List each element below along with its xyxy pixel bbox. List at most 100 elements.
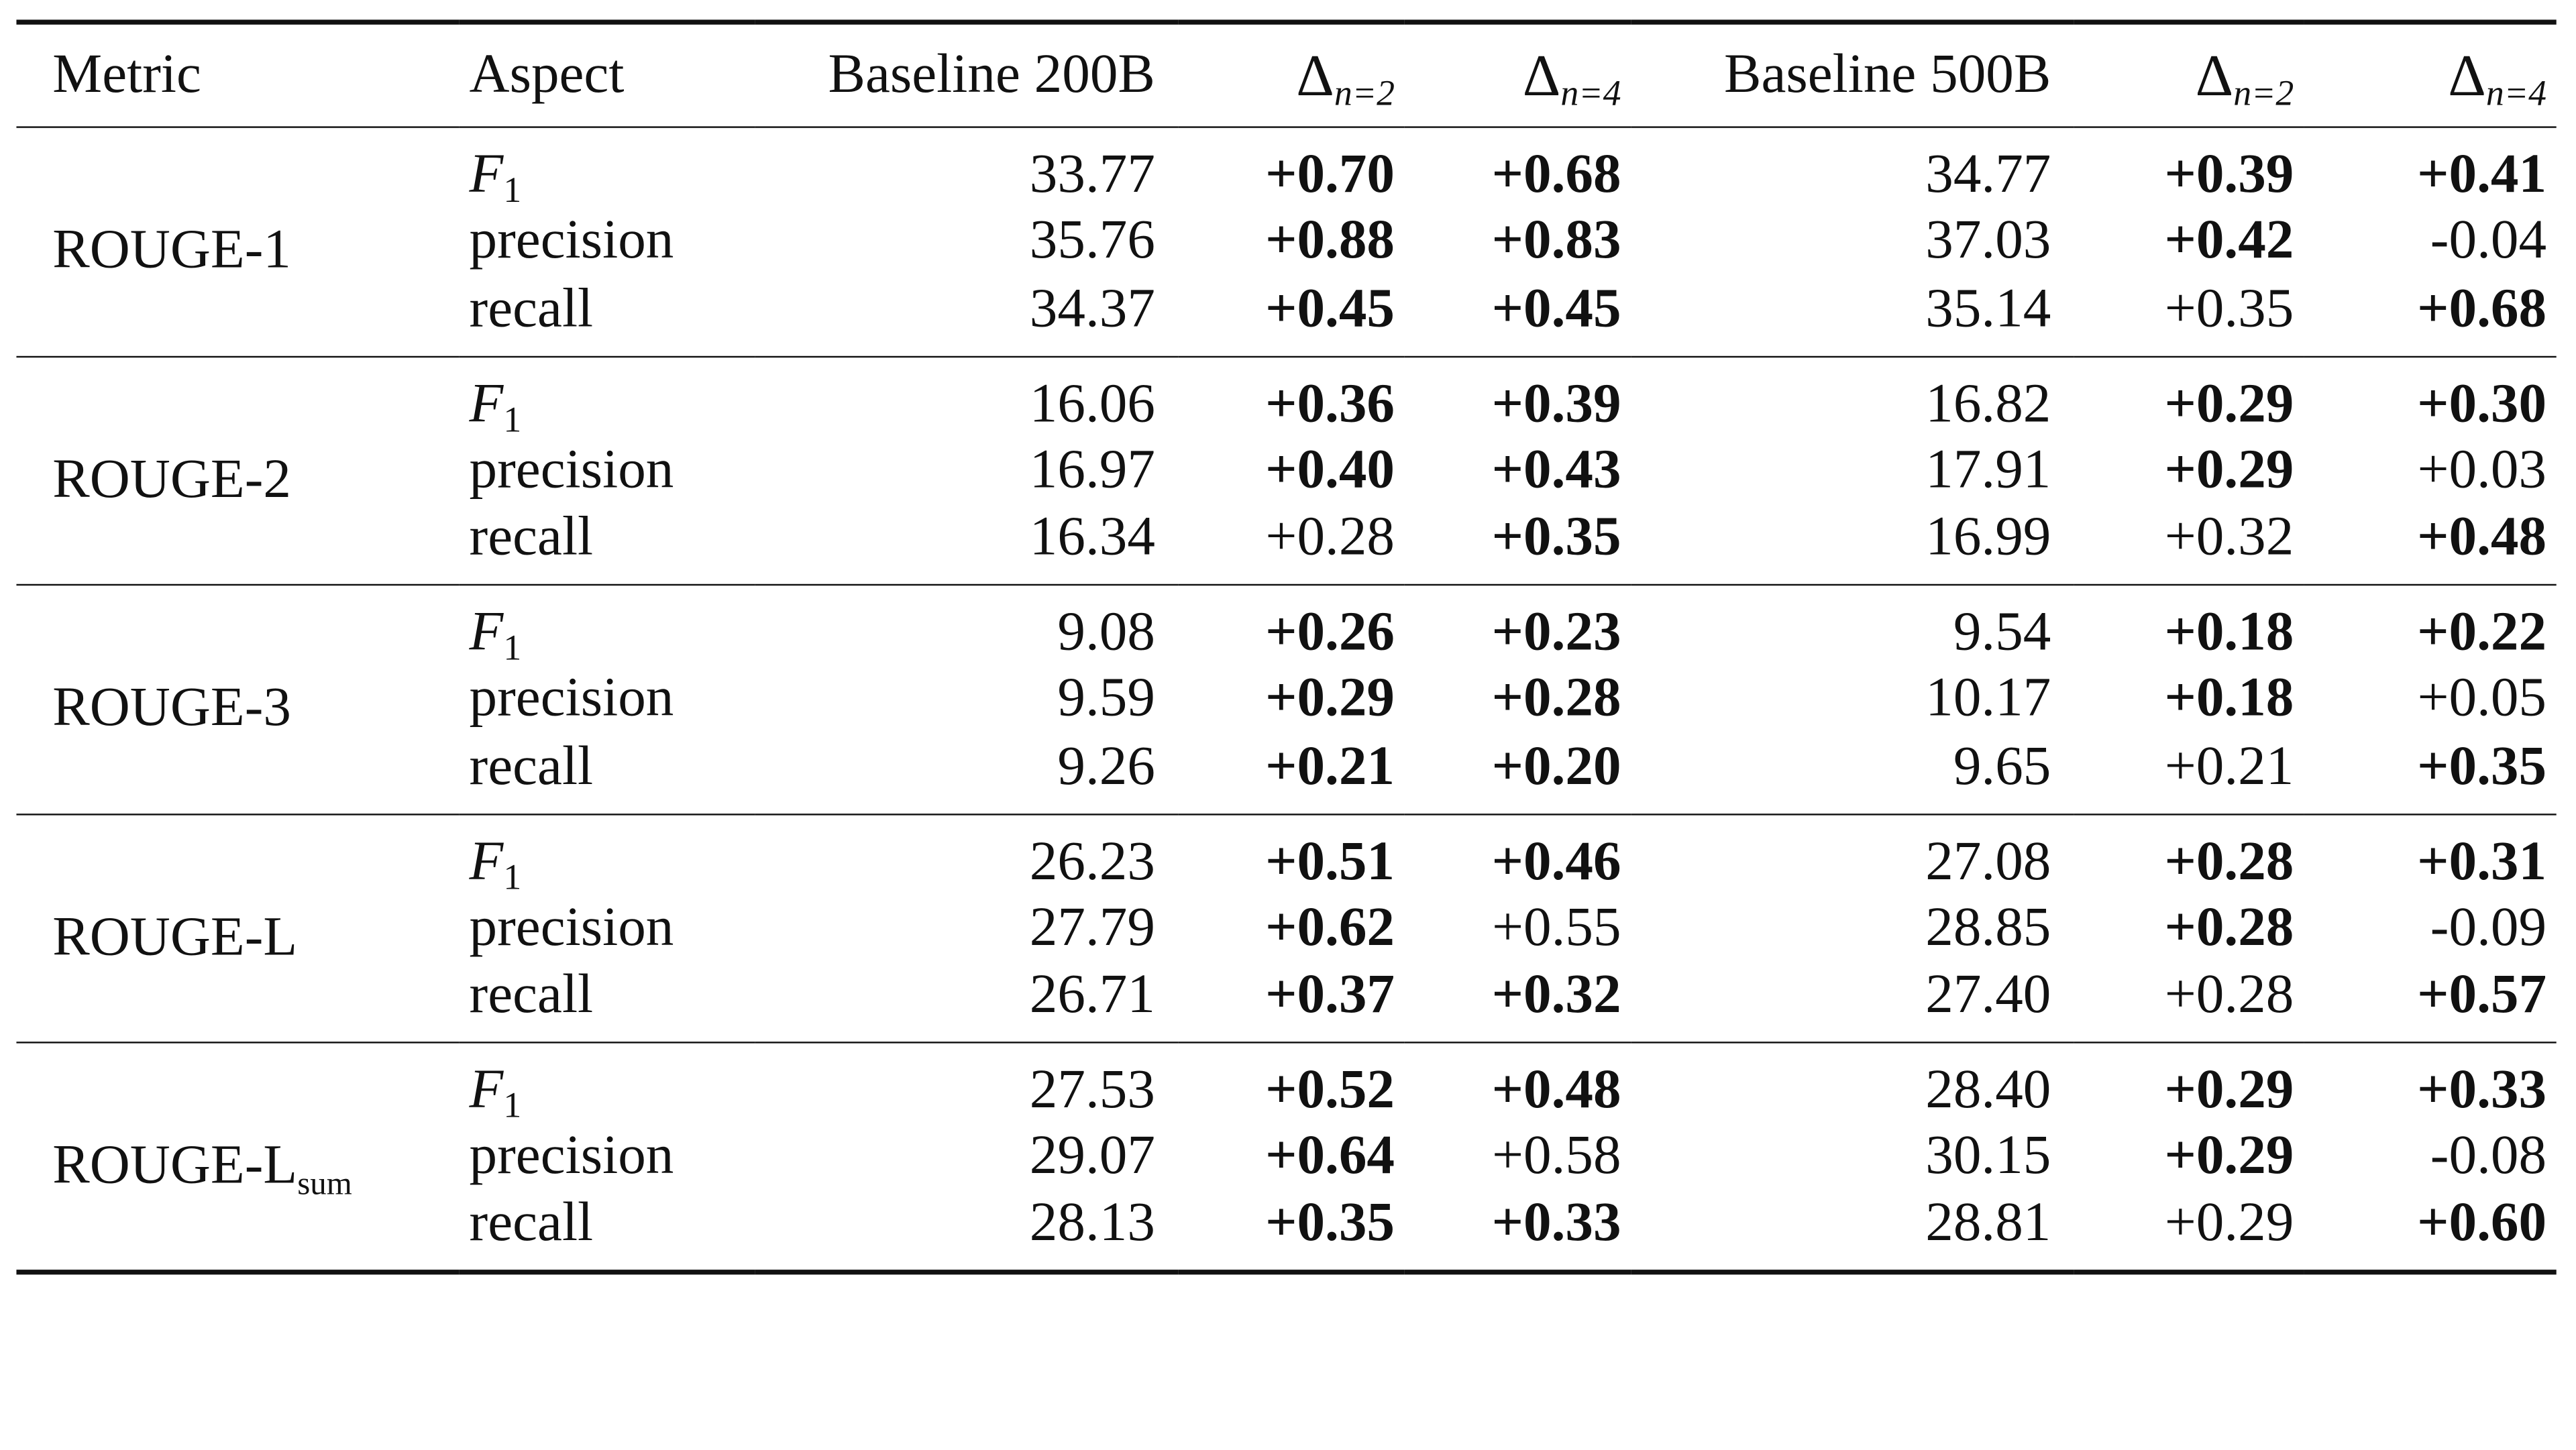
delta-500b-n4-cell: +0.03 — [2417, 439, 2547, 500]
metric-cell: ROUGE-2 — [16, 356, 459, 585]
metric-name: ROUGE-L — [52, 1134, 298, 1196]
table-row: ROUGE-3 F1 9.08 +0.26 +0.23 9.54 +0.18 +0.22 — [16, 585, 2556, 736]
delta-symbol: Δ — [1296, 42, 1334, 108]
baseline-200b-cell: 16.34 — [1029, 506, 1155, 568]
table-row: precision 27.79 +0.62 +0.55 28.85 +0.28 -0.09 — [16, 890, 2556, 966]
delta-500b-n2-cell: +0.32 — [2164, 506, 2294, 568]
delta-200b-n2-cell: +0.37 — [1265, 964, 1395, 1025]
header-delta-200b-n4: Δn=4 — [1405, 22, 1631, 127]
delta-200b-n4-cell: +0.43 — [1491, 439, 1621, 500]
aspect-cell: recall — [460, 966, 755, 1043]
aspect-name: recall — [469, 1192, 594, 1253]
header-row: Metric Aspect Baseline 200B Δn=2 Δn=4 Ba… — [16, 22, 2556, 127]
delta-500b-n4-cell: +0.68 — [2417, 278, 2547, 339]
baseline-500b-cell: 28.40 — [1925, 1060, 2051, 1121]
delta-200b-n4-cell: +0.33 — [1491, 1192, 1621, 1253]
delta-500b-n4-cell: +0.35 — [2417, 735, 2547, 797]
delta-symbol: Δ — [1522, 42, 1561, 108]
delta-200b-n4-cell: +0.23 — [1491, 602, 1621, 663]
delta-200b-n2-cell: +0.62 — [1265, 897, 1395, 958]
delta-500b-n2-cell: +0.28 — [2164, 897, 2294, 958]
results-table: Metric Aspect Baseline 200B Δn=2 Δn=4 Ba… — [16, 19, 2557, 1274]
baseline-200b-cell: 16.97 — [1029, 439, 1155, 500]
aspect-cell: F1 — [460, 1042, 755, 1123]
baseline-500b-cell: 27.40 — [1925, 964, 2051, 1025]
metric-group: ROUGE-Lsum F1 27.53 +0.52 +0.48 28.40 +0.29 +0.… — [16, 1042, 2557, 1272]
header-metric: Metric — [52, 44, 201, 105]
baseline-500b-cell: 27.08 — [1925, 830, 2051, 892]
delta-500b-n2-cell: +0.35 — [2164, 278, 2294, 339]
table-row: recall 34.37 +0.45 +0.45 35.14 +0.35 +0.68 — [16, 280, 2556, 356]
delta-500b-n2-cell: +0.28 — [2164, 830, 2294, 892]
aspect-subscript: 1 — [503, 855, 522, 897]
aspect-name: recall — [469, 278, 594, 339]
baseline-500b-cell: 9.54 — [1953, 602, 2051, 663]
aspect-cell: recall — [460, 737, 755, 814]
baseline-200b-cell: 33.77 — [1029, 144, 1155, 205]
metric-group: ROUGE-2 F1 16.06 +0.36 +0.39 16.82 +0.29 +0.30 p… — [16, 356, 2557, 585]
aspect-cell: recall — [460, 1195, 755, 1272]
delta-200b-n2-cell: +0.88 — [1265, 210, 1395, 272]
aspect-cell: F1 — [460, 356, 755, 436]
delta-500b-n2-cell: +0.28 — [2164, 964, 2294, 1025]
table-row: recall 9.26 +0.21 +0.20 9.65 +0.21 +0.35 — [16, 737, 2556, 814]
table-row: recall 28.13 +0.35 +0.33 28.81 +0.29 +0.60 — [16, 1195, 2556, 1272]
header-baseline-500b: Baseline 500B — [1723, 44, 2051, 105]
aspect-name: F — [469, 602, 504, 663]
baseline-500b-cell: 28.81 — [1925, 1192, 2051, 1253]
delta-200b-n2-cell: +0.40 — [1265, 439, 1395, 500]
delta-200b-n2-cell: +0.21 — [1265, 735, 1395, 797]
aspect-cell: precision — [460, 890, 755, 966]
baseline-500b-cell: 10.17 — [1925, 668, 2051, 729]
header-delta-500b-n4: Δn=4 — [2304, 22, 2557, 127]
table-row: precision 16.97 +0.40 +0.43 17.91 +0.29 +0.03 — [16, 432, 2556, 508]
baseline-200b-cell: 27.53 — [1029, 1060, 1155, 1121]
aspect-name: F — [469, 144, 504, 205]
delta-500b-n4-cell: +0.05 — [2417, 668, 2547, 729]
table-row: precision 29.07 +0.64 +0.58 30.15 +0.29 -0.08 — [16, 1119, 2556, 1195]
baseline-200b-cell: 9.59 — [1057, 668, 1155, 729]
aspect-cell: precision — [460, 661, 755, 738]
delta-200b-n4-cell: +0.55 — [1492, 897, 1621, 958]
delta-200b-n2-cell: +0.36 — [1265, 373, 1395, 434]
aspect-name: precision — [469, 210, 674, 272]
aspect-name: F — [469, 830, 504, 892]
baseline-200b-cell: 9.08 — [1057, 602, 1155, 663]
delta-200b-n2-cell: +0.52 — [1265, 1060, 1395, 1121]
delta-500b-n4-cell: +0.30 — [2417, 373, 2547, 434]
delta-500b-n4-cell: +0.57 — [2417, 964, 2547, 1025]
aspect-name: recall — [469, 506, 594, 568]
delta-500b-n4-cell: +0.48 — [2417, 506, 2547, 568]
delta-500b-n4-cell: -0.09 — [2430, 897, 2547, 958]
delta-200b-n2-cell: +0.28 — [1265, 506, 1395, 568]
aspect-subscript: 1 — [503, 1084, 522, 1125]
baseline-200b-cell: 34.37 — [1029, 278, 1155, 339]
baseline-200b-cell: 9.26 — [1057, 735, 1155, 797]
delta-500b-n2-cell: +0.39 — [2164, 144, 2294, 205]
delta-500b-n2-cell: +0.18 — [2164, 602, 2294, 663]
baseline-500b-cell: 9.65 — [1953, 735, 2051, 797]
delta-500b-n4-cell: +0.33 — [2417, 1060, 2547, 1121]
delta-200b-n4-cell: +0.45 — [1491, 278, 1621, 339]
baseline-200b-cell: 26.23 — [1029, 830, 1155, 892]
aspect-name: recall — [469, 964, 594, 1025]
aspect-name: recall — [469, 735, 594, 797]
delta-500b-n2-cell: +0.42 — [2164, 210, 2294, 272]
aspect-name: precision — [469, 668, 674, 729]
delta-500b-n4-cell: -0.08 — [2430, 1125, 2547, 1186]
baseline-200b-cell: 29.07 — [1029, 1125, 1155, 1186]
delta-200b-n4-cell: +0.48 — [1491, 1060, 1621, 1121]
delta-500b-n4-cell: +0.60 — [2417, 1192, 2547, 1253]
delta-200b-n4-cell: +0.32 — [1491, 964, 1621, 1025]
delta-200b-n2-cell: +0.70 — [1265, 144, 1395, 205]
delta-500b-n2-cell: +0.29 — [2164, 1125, 2294, 1186]
metric-subscript: sum — [297, 1166, 352, 1203]
delta-500b-n4-cell: +0.22 — [2417, 602, 2547, 663]
delta-500b-n2-cell: +0.29 — [2164, 1192, 2294, 1253]
table-row: ROUGE-Lsum F1 27.53 +0.52 +0.48 28.40 +0.29 +0.… — [16, 1042, 2556, 1201]
aspect-subscript: 1 — [503, 168, 522, 211]
table-header: Metric Aspect Baseline 200B Δn=2 Δn=4 Ba… — [16, 22, 2557, 127]
delta-200b-n2-cell: +0.26 — [1265, 602, 1395, 663]
table-row: precision 9.59 +0.29 +0.28 10.17 +0.18 +0.05 — [16, 661, 2556, 738]
